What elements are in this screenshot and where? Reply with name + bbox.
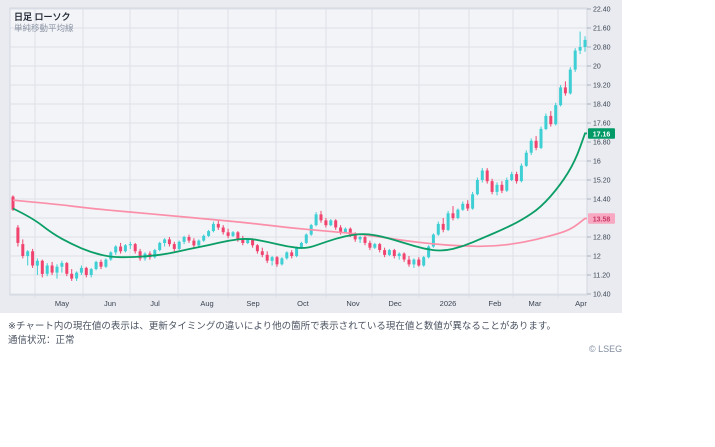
y-axis-tick-label: 18.40 [593, 102, 611, 109]
x-axis: May Jun Jul Aug Sep Oct Nov Dec 2026 Feb Mar Apr [55, 299, 587, 308]
current-value-badge-sma-long: 13.58 [588, 213, 615, 224]
y-axis-tick-label: 12.80 [593, 235, 611, 242]
plot-border [9, 7, 588, 296]
y-axis-tick-label: 22.40 [593, 7, 611, 14]
chart-title: 日足 ローソク [14, 12, 71, 22]
svg-text:13.58: 13.58 [593, 216, 611, 223]
x-axis-month-label: Apr [575, 299, 587, 308]
current-value-badge-sma-short: 17.16 [588, 128, 615, 139]
y-axis-tick-label: 10.40 [593, 292, 611, 299]
sma-short-line [12, 132, 587, 259]
connection-status: 通信状況：正常 [8, 335, 75, 346]
y-axis-tick-label: 19.20 [593, 83, 611, 90]
y-axis-tick-label: 20.80 [593, 45, 611, 52]
svg-text:17.16: 17.16 [593, 131, 611, 138]
y-axis-tick-label: 14.40 [593, 197, 611, 204]
x-axis-month-label: Feb [489, 299, 502, 308]
y-axis-tick-label: 16.80 [593, 140, 611, 147]
x-axis-month-label: Dec [388, 299, 402, 308]
x-axis-month-label: Sep [246, 299, 259, 308]
y-axis-tick-label: 21.60 [593, 26, 611, 33]
x-axis-month-label: Jul [150, 299, 160, 308]
sma-long-line [12, 199, 587, 248]
x-axis-month-label: May [55, 299, 69, 308]
y-axis-tick-label: 12 [593, 254, 601, 261]
y-axis-tick-label: 16 [593, 159, 601, 166]
x-axis-month-label: Aug [200, 299, 213, 308]
y-axis-tick-label: 20 [593, 64, 601, 71]
x-axis-month-label: Nov [346, 299, 360, 308]
y-axis: 22.40 21.60 20.80 20 19.20 18.40 17.60 16.80 16 1… [587, 7, 611, 299]
y-axis-tick-label: 15.20 [593, 178, 611, 185]
plot-background [10, 8, 587, 295]
x-axis-month-label: 2026 [440, 299, 457, 308]
x-axis-month-label: Oct [297, 299, 310, 308]
price-chart[interactable]: 22.40 21.60 20.80 20 19.20 18.40 17.60 16.80 16 1… [0, 0, 622, 313]
footnote-disclaimer: ※チャート内の現在値の表示は、更新タイミングの違いにより他の箇所で表示されている… [8, 321, 556, 332]
chart-subtitle: 単純移動平均線 [14, 23, 74, 33]
y-axis-tick-label: 11.20 [593, 273, 610, 280]
x-axis-month-label: Jun [104, 299, 116, 308]
copyright-lseg: © LSEG [589, 344, 623, 354]
y-axis-tick-label: 17.60 [593, 121, 611, 128]
x-axis-month-label: Mar [529, 299, 542, 308]
chart-widget: 22.40 21.60 20.80 20 19.20 18.40 17.60 16.80 16 1… [0, 0, 622, 313]
